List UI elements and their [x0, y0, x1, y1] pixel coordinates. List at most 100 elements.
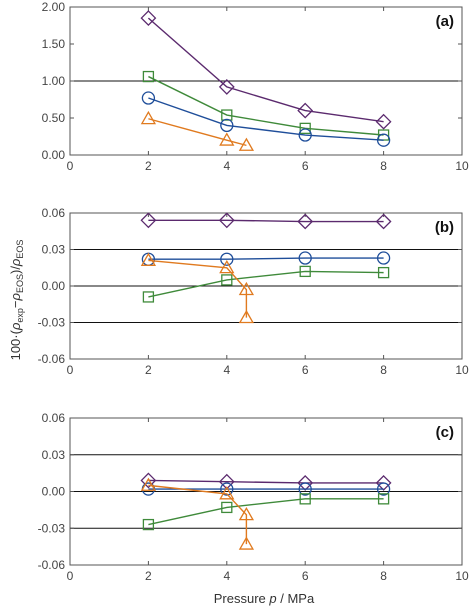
y-tick-label: 0.03 [42, 243, 66, 257]
data-point-diamond [140, 472, 157, 489]
data-point-square [299, 493, 311, 505]
series-circle [141, 251, 391, 266]
data-point-diamond [297, 213, 314, 230]
data-point-circle [298, 251, 312, 265]
y-tick-label: -0.06 [38, 352, 66, 366]
data-point-square [299, 122, 311, 135]
panel-label: (a) [436, 13, 454, 30]
series-diamond [140, 472, 392, 491]
data-point-diamond [375, 475, 392, 491]
data-point-circle [376, 133, 391, 147]
data-point-square [299, 265, 311, 278]
x-tick-label: 4 [223, 569, 230, 583]
data-point-triangle [238, 137, 255, 151]
y-tick-label: 0.00 [42, 148, 66, 162]
y-tick-label: 1.50 [42, 37, 66, 51]
data-point-circle [298, 128, 312, 142]
data-point-circle [220, 118, 234, 133]
panel-label: (b) [435, 219, 454, 236]
x-axis-title: Pressure p / MPa [214, 591, 315, 606]
data-point-triangle [140, 110, 157, 125]
series-square [142, 493, 390, 531]
data-point-circle [141, 91, 156, 105]
series-line [148, 97, 384, 141]
x-tick-label: 6 [302, 569, 309, 583]
x-tick-label: 2 [145, 159, 152, 173]
x-tick-label: 8 [380, 363, 387, 377]
data-point-diamond [297, 102, 314, 119]
data-point-circle [376, 482, 391, 496]
data-point-square [142, 518, 155, 531]
data-point-diamond [375, 213, 392, 230]
data-point-diamond [375, 113, 392, 130]
data-point-square [377, 493, 390, 505]
series-line [148, 498, 384, 526]
y-tick-label: -0.03 [38, 521, 66, 535]
series-square [142, 265, 390, 303]
data-point-diamond [140, 10, 157, 27]
x-tick-label: 2 [145, 569, 152, 583]
x-tick-label: 0 [67, 363, 74, 377]
y-tick-label: 0.03 [42, 448, 66, 462]
series-line [148, 259, 248, 318]
series-diamond [140, 212, 392, 230]
x-tick-label: 6 [302, 159, 309, 173]
series-line [148, 270, 384, 298]
x-tick-label: 4 [223, 159, 230, 173]
data-point-diamond [140, 212, 157, 229]
series-line [148, 479, 384, 484]
y-tick-label: 0.00 [42, 279, 66, 293]
y-axis-title: 100·(ρexp−ρEOS)/ρEOS [8, 240, 25, 361]
series-line [147, 17, 384, 123]
chart-panel-1: 0 2 4 6 8 10 0.00 0.50 1.00 1.50 2.00 (a) [42, 0, 469, 173]
data-point-triangle [140, 477, 157, 491]
chart-panel-2: 0 2 4 6 8 10 -0.06 -0.03 0.00 0.03 0.06 (b) [38, 206, 469, 377]
series-line [148, 257, 384, 260]
x-tick-label: 0 [67, 569, 74, 583]
series-diamond [140, 10, 392, 130]
x-tick-label: 6 [302, 363, 309, 377]
series-triangle [140, 477, 255, 550]
x-tick-label: 0 [67, 159, 74, 173]
data-point-triangle [219, 132, 235, 146]
data-point-triangle [238, 309, 255, 324]
data-point-diamond [297, 475, 314, 491]
data-point-triangle [238, 536, 255, 550]
series-triangle [140, 110, 255, 151]
chart-panel-3: 0 2 4 6 8 10 -0.06 -0.03 0.00 0.03 0.06 (c) [38, 411, 469, 583]
x-tick-label: 10 [455, 363, 469, 377]
data-point-diamond [218, 79, 235, 95]
data-point-triangle [238, 506, 255, 521]
y-tick-label: 2.00 [42, 0, 66, 14]
data-point-square [142, 291, 155, 303]
series-triangle [140, 252, 255, 324]
y-tick-label: -0.03 [38, 316, 66, 330]
data-point-circle [376, 251, 391, 265]
y-tick-label: 0.50 [42, 111, 66, 125]
x-tick-label: 2 [145, 363, 152, 377]
y-tick-label: 0.00 [42, 485, 66, 499]
y-tick-label: 0.06 [42, 206, 66, 220]
data-point-triangle [238, 281, 255, 296]
series-square [142, 70, 390, 141]
data-point-square [377, 266, 390, 279]
data-point-square [142, 70, 155, 83]
data-point-triangle [140, 252, 157, 266]
x-tick-label: 10 [455, 159, 469, 173]
y-tick-label: 0.06 [42, 411, 66, 425]
x-tick-label: 8 [380, 569, 387, 583]
series-line [148, 219, 384, 223]
x-tick-label: 4 [223, 363, 230, 377]
y-tick-label: 1.00 [42, 74, 66, 88]
series-line [148, 118, 247, 147]
series-circle [141, 91, 391, 147]
data-point-triangle [219, 259, 235, 274]
chart-panels: 0 2 4 6 8 10 0.00 0.50 1.00 1.50 2.00 (a) 0 2 4 6 8 10 -0.… [38, 0, 469, 583]
series-line [148, 484, 248, 545]
data-point-triangle [219, 486, 235, 500]
panel-label: (c) [436, 424, 454, 441]
y-tick-label: -0.06 [38, 558, 66, 572]
data-point-circle [220, 252, 234, 266]
data-point-circle [298, 482, 312, 496]
